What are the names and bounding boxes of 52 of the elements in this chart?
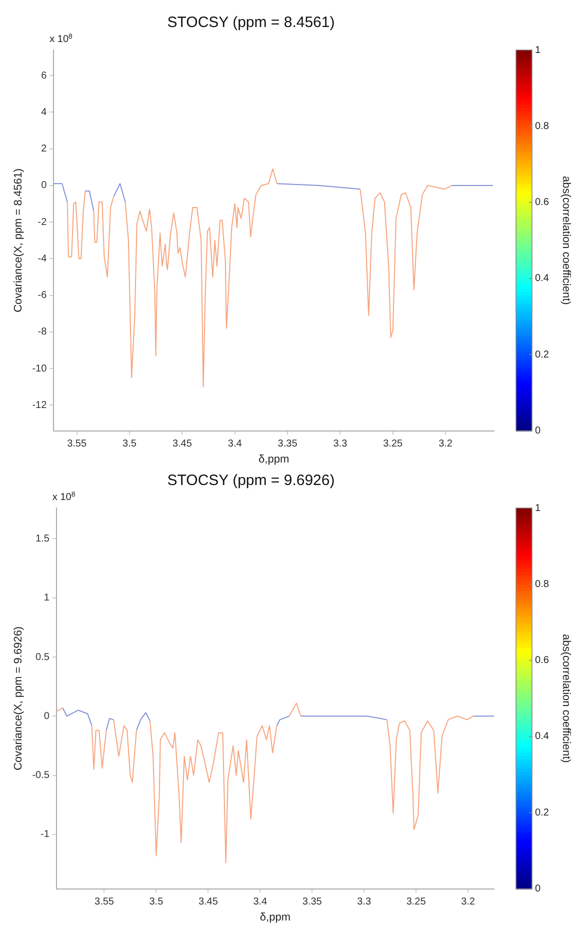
x-tick-label: 3.45 [172, 438, 192, 450]
y-tick-label: 6 [41, 70, 48, 82]
y-tick-label: 1 [44, 592, 50, 604]
y-tick-label: -4 [38, 253, 48, 264]
y-tick-label: 4 [41, 106, 48, 118]
color-bar-label: 0 [535, 884, 541, 895]
color-bar-label: 0.6 [535, 197, 550, 208]
y-axis-title: Covariance(X, ppm = 9.6926) [12, 626, 25, 770]
x-tick-label: 3.45 [198, 896, 218, 908]
y-tick-label: -6 [38, 290, 48, 302]
color-bar-label: 0.2 [535, 807, 550, 818]
color-bar-label: 0 [535, 426, 541, 437]
color-bar-title: abs(correlation coefficient) [560, 176, 572, 305]
y-tick-label: -10 [32, 363, 48, 374]
color-bar-label: 0.8 [535, 120, 550, 132]
color-bar-label: 0.4 [535, 731, 550, 742]
x-axis-title: δ,ppm [258, 453, 290, 466]
x-tick-label: 3.35 [278, 438, 298, 450]
x-tick-label: 3.3 [333, 438, 348, 450]
x-tick-label: 3.5 [122, 438, 137, 450]
color-bar-label: 1 [535, 502, 541, 514]
color-bar-label: 0.4 [535, 273, 550, 284]
color-bar-label: 0.8 [535, 578, 550, 590]
x-tick-label: 3.55 [94, 896, 114, 908]
x-tick-label: 3.25 [406, 896, 426, 908]
x-tick-label: 3.2 [461, 896, 476, 908]
y-axis-title: Covariance(X, ppm = 8.4561) [12, 168, 25, 312]
x-tick-label: 3.25 [383, 438, 404, 450]
x-tick-label: 3.4 [253, 896, 268, 908]
x-tick-label: 3.4 [228, 438, 242, 450]
y-tick-label: 1.5 [36, 534, 50, 544]
y-tick-label: 2 [41, 144, 48, 155]
color-bar-title: abs(correlation coefficient) [560, 634, 572, 763]
y-tick-label: 0 [44, 710, 50, 722]
y-tick-label: -2 [38, 216, 48, 228]
y-tick-label: -0.5 [32, 770, 50, 782]
color-bar-label: 1 [535, 44, 541, 56]
color-bar-label: 0.6 [535, 655, 550, 666]
chart-title: STOCSY (ppm = 9.6926) [167, 472, 335, 490]
color-bar-label: 0.2 [535, 349, 550, 360]
x-tick-label: 3.3 [357, 896, 372, 908]
x-tick-label: 3.55 [67, 438, 87, 450]
x-axis-title: δ,ppm [260, 911, 291, 924]
y-tick-label: -8 [38, 326, 48, 338]
y-tick-label: -1 [40, 829, 50, 840]
y-tick-label: 0 [41, 180, 48, 192]
x-tick-label: 3.2 [438, 438, 453, 450]
y-tick-label: 0.5 [36, 652, 50, 663]
y-tick-label: -12 [32, 400, 48, 411]
chart-title: STOCSY (ppm = 8.4561) [167, 14, 335, 32]
x-tick-label: 3.35 [302, 896, 322, 908]
x-tick-label: 3.5 [149, 896, 164, 908]
